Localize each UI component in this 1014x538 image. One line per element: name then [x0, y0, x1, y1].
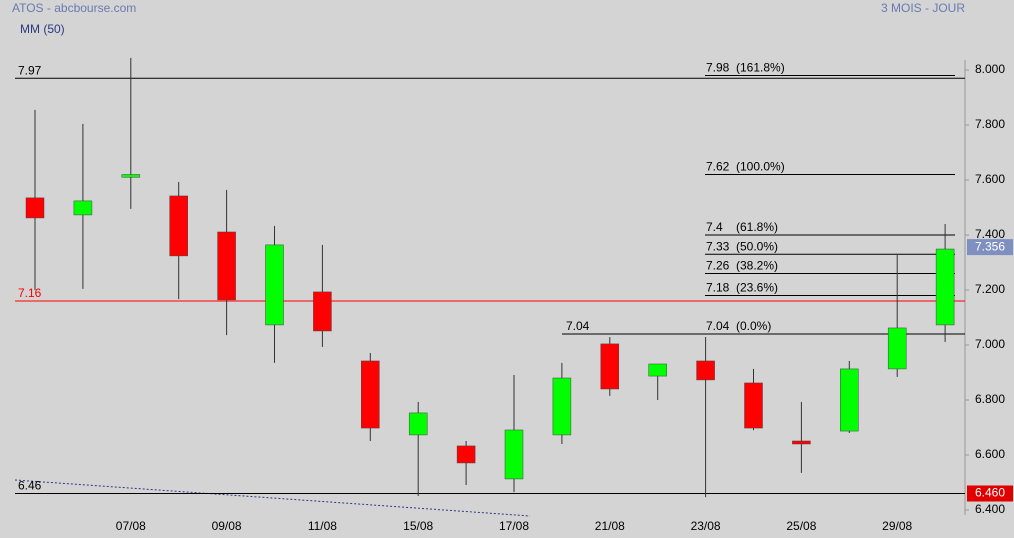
price-badge-label: 6.460	[975, 486, 1005, 500]
x-tick-label: 17/08	[499, 519, 529, 533]
y-tick-label: 7.800	[975, 117, 1005, 131]
x-tick-label: 29/08	[882, 519, 912, 533]
fib-value: 7.26	[706, 259, 730, 273]
x-tick-label: 09/08	[212, 519, 242, 533]
fib-value: 7.33	[706, 239, 730, 253]
y-tick-label: 7.600	[975, 172, 1005, 186]
candle-body	[408, 412, 428, 436]
price-badge-label: 7.356	[975, 239, 1005, 253]
fib-ratio: (50.0%)	[736, 239, 778, 253]
candle-body	[840, 368, 859, 432]
fib-ratio: (0.0%)	[736, 319, 771, 333]
y-tick-label: 6.800	[975, 392, 1005, 406]
candle-body	[935, 248, 955, 326]
y-tick-label: 7.400	[975, 227, 1005, 241]
level-label: 7.97	[18, 63, 42, 77]
candle-body	[313, 291, 332, 332]
fib-ratio: (38.2%)	[736, 259, 778, 273]
level-label: 7.16	[18, 286, 42, 300]
candle-body	[456, 445, 476, 464]
period-label: 3 MOIS - JOUR	[881, 1, 965, 15]
x-tick-label: 15/08	[403, 519, 433, 533]
fib-value: 7.18	[706, 281, 730, 295]
x-tick-label: 21/08	[595, 519, 625, 533]
candle-body	[169, 195, 188, 257]
y-tick-label: 6.400	[975, 502, 1005, 516]
candle-body	[361, 360, 380, 429]
y-tick-label: 6.600	[975, 447, 1005, 461]
x-tick-label: 11/08	[308, 519, 337, 533]
y-tick-label: 7.200	[975, 282, 1005, 296]
fib-ratio: (23.6%)	[736, 281, 778, 295]
indicator-label: MM (50)	[20, 22, 65, 36]
fib-ratio: (161.8%)	[736, 61, 785, 75]
fib-value: 7.98	[706, 61, 730, 75]
candle-body	[696, 360, 715, 381]
candle-body	[504, 429, 524, 480]
candle-body	[73, 200, 93, 216]
candle-body	[25, 197, 45, 219]
level-label: 6.46	[18, 479, 42, 493]
candle-body	[265, 244, 284, 326]
candle-body	[217, 231, 236, 301]
y-tick-label: 7.000	[975, 337, 1005, 351]
fib-value: 7.62	[706, 160, 730, 174]
candle-body	[648, 363, 667, 377]
fib-value: 7.4	[706, 220, 723, 234]
candle-body	[887, 327, 907, 370]
candle-body	[792, 440, 811, 445]
candle-body	[744, 382, 763, 429]
fib-ratio: (100.0%)	[736, 160, 785, 174]
candle-body	[552, 377, 572, 436]
candle-body	[600, 343, 620, 390]
x-tick-label: 25/08	[786, 519, 816, 533]
trend-line	[14, 479, 531, 517]
chart-title: ATOS - abcbourse.com	[12, 1, 136, 15]
price-badge	[967, 239, 1013, 256]
fib-ratio: (61.8%)	[736, 220, 778, 234]
x-tick-label: 23/08	[691, 519, 721, 533]
y-tick-label: 8.000	[975, 62, 1005, 76]
candle-body	[121, 174, 141, 178]
fib-value: 7.04	[706, 319, 730, 333]
swing-label: 7.04	[566, 319, 590, 333]
price-badge	[967, 485, 1013, 502]
x-tick-label: 07/08	[116, 519, 146, 533]
